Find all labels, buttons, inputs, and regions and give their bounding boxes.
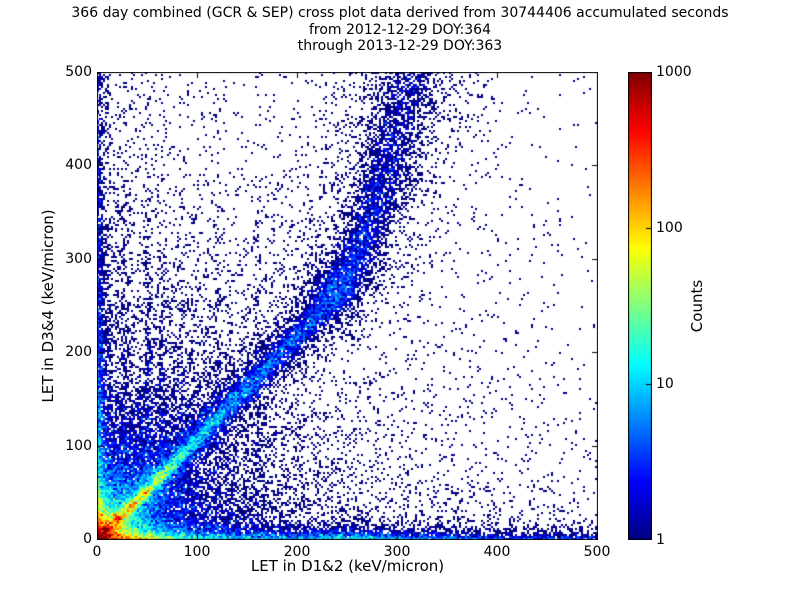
y-tick-label: 300 <box>65 250 92 267</box>
y-axis-label: LET in D3&4 (keV/micron) <box>39 209 57 403</box>
colorbar-tick-label: 100 <box>656 220 683 236</box>
colorbar-tick-label: 1000 <box>656 64 692 80</box>
scatter-heatmap-canvas <box>97 72 598 540</box>
y-tick-label: 500 <box>65 64 92 80</box>
y-tick-label: 100 <box>65 437 92 454</box>
x-tick-label: 500 <box>583 544 611 560</box>
y-tick-label: 0 <box>83 531 92 547</box>
x-axis-label: LET in D1&2 (keV/micron) <box>250 557 445 575</box>
colorbar-label: Counts <box>688 279 706 333</box>
chart-title-line-3: through 2013-12-29 DOY:363 <box>297 38 503 54</box>
chart-title-line-1: 366 day combined (GCR & SEP) cross plot … <box>71 5 729 21</box>
y-tick-label: 400 <box>65 157 92 174</box>
x-tick-label: 0 <box>92 544 102 560</box>
x-tick-label: 400 <box>483 544 511 560</box>
x-tick-label: 100 <box>183 544 211 560</box>
colorbar-tick-label: 1 <box>656 532 665 548</box>
y-tick-label: 200 <box>65 344 92 361</box>
chart-title-line-2: from 2012-12-29 DOY:364 <box>308 21 491 38</box>
colorbar-gradient-canvas <box>628 72 652 540</box>
x-tick-label: 300 <box>383 544 411 560</box>
chart-title: 366 day combined (GCR & SEP) cross plot … <box>0 5 800 55</box>
colorbar-tick-label: 10 <box>656 376 674 392</box>
x-tick-label: 200 <box>283 544 311 560</box>
